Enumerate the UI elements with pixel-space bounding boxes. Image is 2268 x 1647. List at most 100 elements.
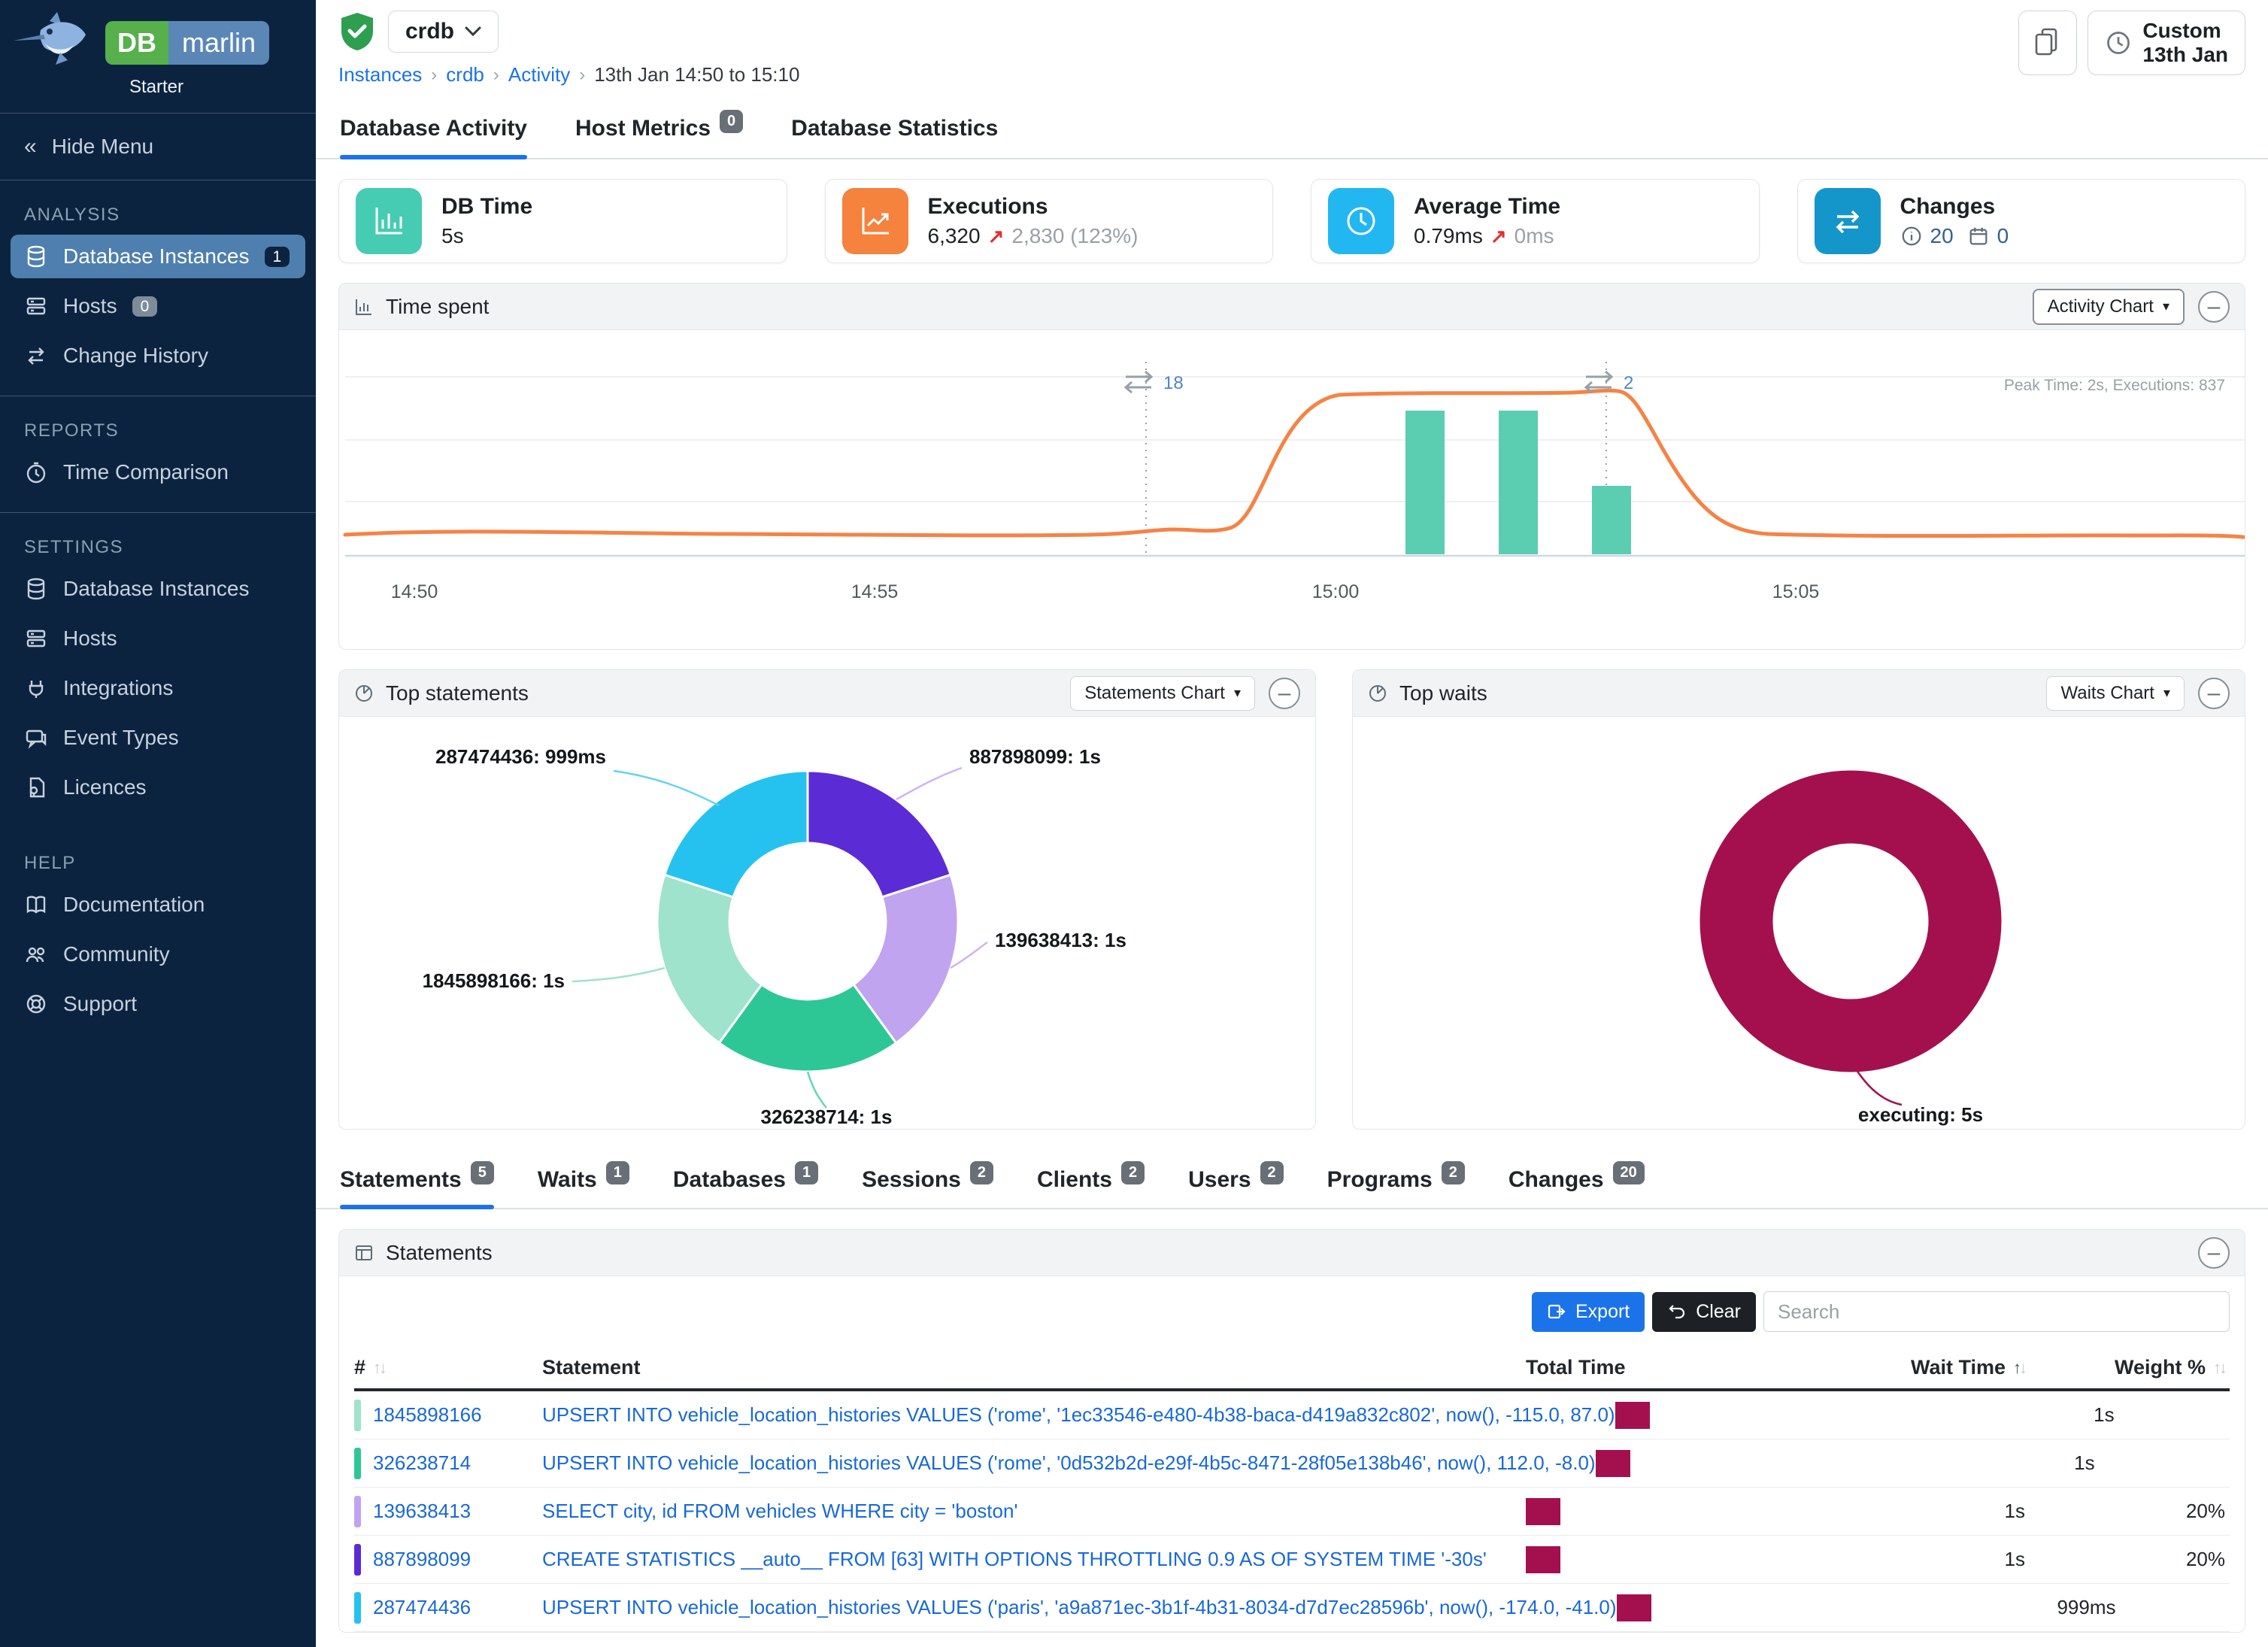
card-executions: Executions 6,320 ↗ 2,830 (123%) [824,179,1273,263]
change-marker-18[interactable]: 18 [1123,370,1184,394]
top-statements-panel: Top statements Statements Chart ▾ – [338,669,1316,1130]
tab-database-activity[interactable]: Database Activity [340,99,527,159]
column-num[interactable]: # ↑ ↓ [354,1356,387,1379]
statement-id-link[interactable]: 139638413 [373,1500,471,1522]
tab-changes[interactable]: Changes 20 [1508,1152,1645,1208]
collapse-panel-button[interactable]: – [2198,290,2230,323]
sidebar-item-hosts[interactable]: Hosts 0 [11,284,305,328]
weight-value: 20% [2100,1451,2245,1475]
statement-sql-link[interactable]: SELECT city, id FROM vehicles WHERE city… [542,1500,1018,1522]
executions-bar[interactable] [1405,411,1445,554]
peak-note: Peak Time: 2s, Executions: 837 [2003,377,2225,394]
statements-chart-selector[interactable]: Statements Chart ▾ [1070,675,1255,711]
sidebar-item-community[interactable]: Community [11,933,305,976]
count-badge: 2 [969,1160,993,1184]
section-help: HELP [24,853,76,873]
sidebar-item-documentation[interactable]: Documentation [11,883,305,927]
waits-chart-selector[interactable]: Waits Chart ▾ [2046,675,2185,711]
section-analysis: ANALYSIS [24,205,120,225]
count-badge: 5 [470,1160,494,1184]
card-average-time: Average Time 0.79ms ↗ 0ms [1311,179,1760,263]
time-range-button[interactable]: Custom 13th Jan [2088,11,2245,75]
activity-chart-svg: 18 2 14:50 14:55 15:00 15:05 [343,362,2245,602]
sidebar-item-change-history[interactable]: Change History [11,334,305,378]
donut-segment-139638413[interactable] [852,873,960,1045]
donut-segment-executing[interactable] [1699,770,2002,1072]
tab-sessions[interactable]: Sessions 2 [862,1152,993,1208]
breadcrumb-crdb[interactable]: crdb [446,63,484,86]
copy-link-button[interactable] [2018,11,2078,75]
sidebar-item-licences[interactable]: Licences [11,766,305,809]
statement-sql-link[interactable]: CREATE STATISTICS __auto__ FROM [63] WIT… [542,1548,1487,1570]
sidebar-item-support[interactable]: Support [11,982,305,1026]
tab-statements[interactable]: Statements 5 [340,1152,494,1209]
plug-icon [29,681,44,698]
statement-id-link[interactable]: 887898099 [373,1548,471,1570]
clock-icon [2107,32,2130,54]
executions-bar[interactable] [1499,411,1538,554]
instance-selector[interactable]: crdb [388,11,499,53]
column-total-time[interactable]: Total Time [1526,1356,1626,1379]
column-statement[interactable]: Statement [542,1356,641,1379]
search-input[interactable] [1763,1291,2230,1332]
statement-sql-link[interactable]: UPSERT INTO vehicle_location_histories V… [542,1596,1617,1618]
tab-programs[interactable]: Programs 2 [1327,1152,1465,1208]
sidebar-item-time-comparison[interactable]: Time Comparison [11,450,305,494]
count-badge: 2 [1441,1160,1465,1184]
tab-clients[interactable]: Clients 2 [1037,1152,1145,1208]
donut-segment-1845898166[interactable] [656,873,763,1045]
statement-id-link[interactable]: 1845898166 [373,1403,482,1426]
x-tick: 14:50 [391,581,438,602]
change-marker-2[interactable]: 2 [1584,370,1633,394]
export-button[interactable]: Export [1531,1291,1645,1332]
x-tick: 15:05 [1772,581,1820,602]
tab-databases[interactable]: Databases 1 [673,1152,819,1208]
bar-chart-icon [354,297,374,317]
average-time-delta: 0ms [1514,224,1554,247]
table-row: 326238714 UPSERT INTO vehicle_location_h… [354,1439,2230,1488]
chevron-down-icon: ▾ [1233,685,1241,700]
clock-icon [1328,188,1394,254]
delta-up-icon: ↗ [987,224,1005,247]
sidebar-item-settings-database-instances[interactable]: Database Instances [11,567,305,611]
collapse-panel-button[interactable]: – [2198,1236,2230,1269]
statement-sql-link[interactable]: UPSERT INTO vehicle_location_histories V… [542,1451,1596,1474]
statement-color-tick [354,1495,361,1527]
tab-database-statistics[interactable]: Database Statistics [791,116,999,141]
breadcrumb-activity[interactable]: Activity [508,63,571,86]
collapse-panel-button[interactable]: – [1269,677,1300,709]
column-wait-time[interactable]: Wait Time ↑ ↓ [1910,1356,2027,1379]
statement-id-link[interactable]: 326238714 [373,1451,471,1474]
hide-menu-button[interactable]: « Hide Menu [24,134,154,159]
panel-title: Top waits [1399,681,1487,705]
column-weight[interactable]: Weight % ↑ ↓ [2115,1356,2227,1379]
sidebar-item-event-types[interactable]: Event Types [11,716,305,760]
donut-segment-326238714[interactable] [717,983,898,1073]
sidebar: DB marlin Starter « Hide Menu ANALYSIS D… [0,0,316,1647]
tab-users[interactable]: Users 2 [1188,1152,1284,1208]
statement-sql-link[interactable]: UPSERT INTO vehicle_location_histories V… [542,1403,1615,1426]
sidebar-item-database-instances[interactable]: Database Instances 1 [11,235,305,278]
collapse-panel-button[interactable]: – [2198,677,2230,709]
x-tick: 14:55 [851,581,899,602]
support-icon [26,994,46,1014]
licence-icon [29,777,45,798]
card-changes: Changes 20 0 [1797,179,2245,263]
donut-segment-287474436[interactable] [663,769,809,899]
table-row: 1845898166 UPSERT INTO vehicle_location_… [354,1391,2230,1439]
table-toolbar: Export Clear [339,1276,2245,1344]
activity-chart-selector[interactable]: Activity Chart ▾ [2032,288,2185,325]
donut-label: 139638413: 1s [995,929,1126,951]
tab-host-metrics[interactable]: Host Metrics 0 [575,99,744,158]
donut-segment-887898099[interactable] [806,769,953,899]
tab-waits[interactable]: Waits 1 [538,1152,629,1208]
statement-id-link[interactable]: 287474436 [373,1596,471,1618]
sidebar-item-integrations[interactable]: Integrations [11,666,305,710]
executions-bar[interactable] [1592,486,1631,554]
time-spent-chart: Peak Time: 2s, Executions: 837 [339,330,2245,649]
donut-label: 287474436: 999ms [435,745,606,768]
breadcrumb-instances[interactable]: Instances [338,63,423,86]
database-icon [27,245,45,268]
sidebar-item-settings-hosts[interactable]: Hosts [11,617,305,660]
clear-button[interactable]: Clear [1652,1291,1756,1332]
